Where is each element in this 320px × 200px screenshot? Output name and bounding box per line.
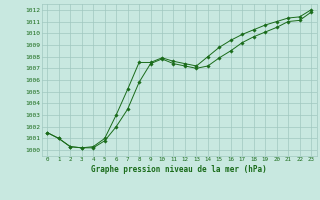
X-axis label: Graphe pression niveau de la mer (hPa): Graphe pression niveau de la mer (hPa) [91, 165, 267, 174]
